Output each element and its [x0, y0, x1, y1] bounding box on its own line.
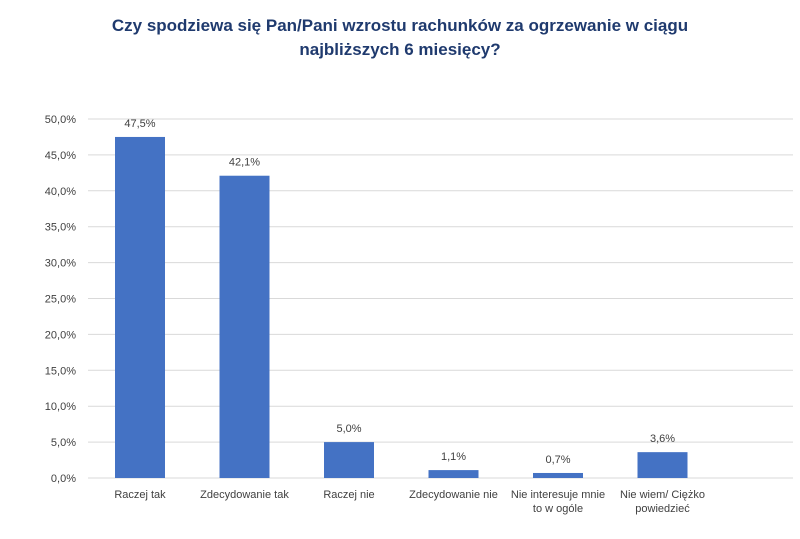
bar	[637, 452, 688, 478]
chart-title: Czy spodziewa się Pan/Pani wzrostu rachu…	[0, 14, 800, 62]
x-tick-label: Raczej tak	[114, 489, 166, 501]
data-label: 1,1%	[441, 451, 466, 463]
x-tick-label: Zdecydowanie nie	[409, 489, 498, 501]
y-tick-label: 40,0%	[45, 186, 76, 198]
data-label: 3,6%	[650, 433, 675, 445]
y-tick-label: 30,0%	[45, 258, 76, 270]
y-tick-label: 25,0%	[45, 294, 76, 306]
y-tick-label: 50,0%	[45, 114, 76, 126]
x-tick-label: to w ogóle	[533, 503, 583, 515]
y-tick-label: 10,0%	[45, 401, 76, 413]
chart-title-line-1: Czy spodziewa się Pan/Pani wzrostu rachu…	[111, 16, 689, 35]
x-tick-label: Nie interesuje mnie	[511, 489, 605, 501]
bar	[533, 472, 583, 478]
y-tick-label: 20,0%	[45, 329, 76, 341]
x-tick-label: powiedzieć	[635, 503, 690, 515]
bar	[115, 136, 165, 478]
data-label: 5,0%	[336, 423, 361, 435]
y-tick-label: 0,0%	[51, 473, 76, 485]
bar	[428, 470, 479, 478]
y-tick-label: 5,0%	[51, 437, 76, 449]
data-label: 0,7%	[545, 454, 570, 466]
y-tick-label: 15,0%	[45, 365, 76, 377]
x-tick-label: Nie wiem/ Ciężko	[620, 489, 705, 501]
x-tick-label: Raczej nie	[323, 489, 374, 501]
bar	[219, 175, 270, 479]
chart-title-line-2: najbliższych 6 miesięcy?	[299, 40, 501, 59]
bar	[324, 442, 374, 478]
y-tick-label: 35,0%	[45, 222, 76, 234]
y-tick-label: 45,0%	[45, 150, 76, 162]
x-tick-label: Zdecydowanie tak	[200, 489, 289, 501]
data-label: 42,1%	[229, 157, 260, 169]
data-label: 47,5%	[124, 118, 155, 130]
